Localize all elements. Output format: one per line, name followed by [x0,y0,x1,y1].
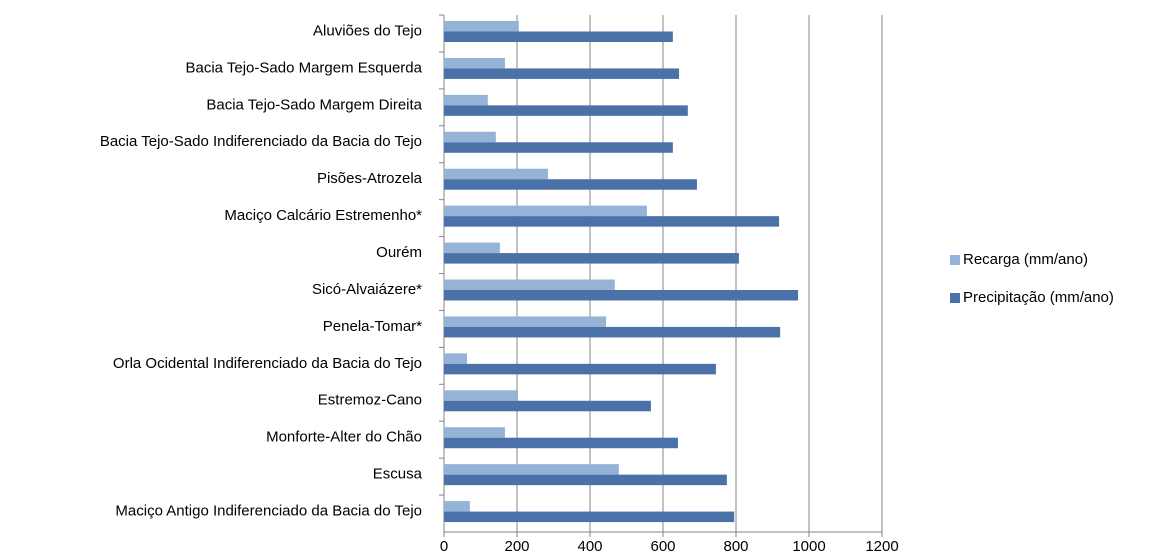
y-tick-label: Penela-Tomar* [323,318,422,335]
bar [444,474,727,486]
x-tick-label: 200 [504,538,529,552]
bar [444,179,697,190]
bar [444,279,615,290]
bar [444,68,680,79]
y-tick-label: Bacia Tejo-Sado Indiferenciado da Bacia … [100,133,422,150]
y-tick-label: Pisões-Atrozela [317,170,423,187]
bar [444,464,619,475]
x-tick-label: 800 [723,538,748,552]
y-tick-label: Ourém [376,244,422,261]
y-tick-label: Orla Ocidental Indiferenciado da Bacia d… [113,355,422,372]
bar [444,242,500,254]
bar [444,437,678,449]
bar [444,501,470,512]
bar [444,316,607,327]
bar [444,105,688,116]
bar [444,511,735,523]
x-tick-label: 400 [577,538,602,552]
bar [444,21,519,32]
y-tick-label: Aluviões do Tejo [313,22,422,39]
x-tick-label: 0 [440,538,448,552]
y-tick-label: Bacia Tejo-Sado Margem Esquerda [185,59,422,76]
y-tick-label: Monforte-Alter do Chão [266,429,422,446]
y-tick-label: Maciço Antigo Indiferenciado da Bacia do… [115,503,422,520]
bar [444,205,647,217]
bar [444,168,549,180]
x-tick-label: 1200 [865,538,898,552]
bar [444,400,651,412]
bar [444,427,505,438]
y-tick-label: Sicó-Alvaiázere* [312,281,422,298]
bar [444,353,467,364]
bar [444,363,716,375]
x-tick-label: 600 [650,538,675,552]
y-tick-label: Estremoz-Cano [318,392,422,409]
bar [444,290,799,301]
y-tick-label: Maciço Calcário Estremenho* [224,207,422,224]
legend-label: Recarga (mm/ano) [963,251,1088,268]
bar [444,31,673,42]
y-tick-label: Bacia Tejo-Sado Margem Direita [206,96,422,113]
legend-swatch [950,255,960,265]
legend-swatch [950,293,960,303]
bar [444,94,488,106]
x-tick-label: 1000 [792,538,825,552]
bar [444,142,673,153]
bar [444,253,739,264]
legend-label: Precipitação (mm/ano) [963,289,1114,306]
y-tick-label: Escusa [373,466,423,483]
bar [444,390,519,401]
bar [444,57,505,69]
bar [444,326,781,338]
bar [444,131,496,143]
bar [444,216,780,227]
